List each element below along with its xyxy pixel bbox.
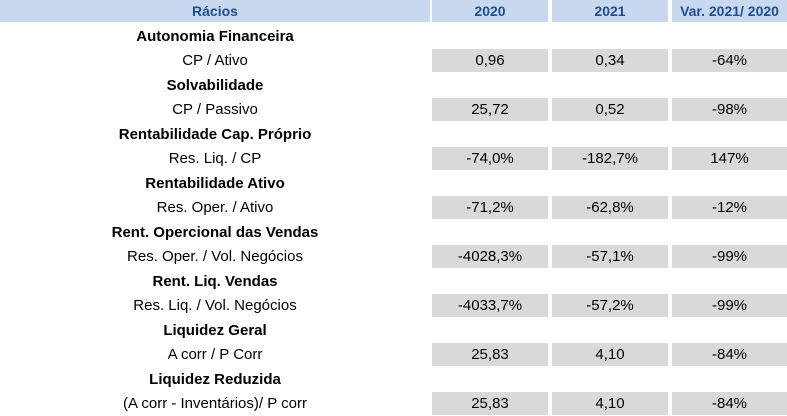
ratio-formula: CP / Ativo xyxy=(182,52,248,69)
ratio-formula: Res. Oper. / Ativo xyxy=(156,199,274,216)
value-variation: -64% xyxy=(672,48,787,72)
table-row: CP / Passivo 25,72 0,52 -98% xyxy=(0,97,787,122)
ratio-formula: CP / Passivo xyxy=(172,101,258,118)
value-2020: 25,83 xyxy=(432,342,548,366)
value-2020: -4028,3% xyxy=(432,244,548,268)
value-variation: -99% xyxy=(672,244,787,268)
table-row: Res. Liq. / CP -74,0% -182,7% 147% xyxy=(0,146,787,171)
value-2021: 0,52 xyxy=(552,97,668,121)
table-row: Res. Oper. / Vol. Negócios -4028,3% -57,1%… xyxy=(0,244,787,269)
section-title: Autonomia Financeira xyxy=(136,27,294,45)
value-variation: -98% xyxy=(672,97,787,121)
value-2021: -57,2% xyxy=(552,293,668,317)
ratio-formula: Res. Liq. / Vol. Negócios xyxy=(133,297,297,314)
section-row: Autonomia Financeira xyxy=(0,24,787,48)
header-ratios: Rácios xyxy=(0,0,430,22)
value-2020: 25,72 xyxy=(432,97,548,121)
value-2021: 0,34 xyxy=(552,48,668,72)
table-row: Res. Liq. / Vol. Negócios -4033,7% -57,2% -… xyxy=(0,293,787,318)
section-row: Liquidez Geral xyxy=(0,318,787,342)
section-title: Liquidez Reduzida xyxy=(149,370,281,388)
value-2021: -57,1% xyxy=(552,244,668,268)
value-2021: 4,10 xyxy=(552,342,668,366)
section-row: Rent. Liq. Vendas xyxy=(0,269,787,293)
value-variation: -84% xyxy=(672,342,787,366)
section-title: Rent. Opercional das Vendas xyxy=(111,223,319,241)
ratio-formula: (A corr - Inventários)/ P corr xyxy=(123,395,307,412)
table-row: Res. Oper. / Ativo -71,2% -62,8% -12% xyxy=(0,195,787,220)
value-2021: -182,7% xyxy=(552,146,668,170)
section-title: Rentabilidade Ativo xyxy=(145,174,285,192)
ratio-formula: Res. Oper. / Vol. Negócios xyxy=(127,248,303,265)
header-2021: 2021 xyxy=(552,0,668,22)
ratio-formula: Res. Liq. / CP xyxy=(168,150,262,167)
value-2020: 25,83 xyxy=(432,391,548,415)
table-row: (A corr - Inventários)/ P corr 25,83 4,10-… xyxy=(0,391,787,416)
section-row: Solvabilidade xyxy=(0,73,787,97)
value-2020: 0,96 xyxy=(432,48,548,72)
table-row: A corr / P Corr 25,83 4,10 -84% xyxy=(0,342,787,367)
ratio-formula: A corr / P Corr xyxy=(167,346,263,363)
section-row: Rentabilidade Cap. Próprio xyxy=(0,122,787,146)
section-row: Rent. Opercional das Vendas xyxy=(0,220,787,244)
value-2020: -71,2% xyxy=(432,195,548,219)
value-2020: -4033,7% xyxy=(432,293,548,317)
section-title: Solvabilidade xyxy=(166,76,264,94)
value-2020: -74,0% xyxy=(432,146,548,170)
section-row: Liquidez Reduzida xyxy=(0,367,787,391)
value-variation: -99% xyxy=(672,293,787,317)
section-title: Rent. Liq. Vendas xyxy=(152,272,278,290)
value-variation: 147% xyxy=(672,146,787,170)
value-2021: 4,10 xyxy=(552,391,668,415)
section-title: Rentabilidade Cap. Próprio xyxy=(118,125,312,143)
value-variation: -12% xyxy=(672,195,787,219)
section-title: Liquidez Geral xyxy=(163,321,267,339)
table-row: CP / Ativo 0,96 0,34 -64% xyxy=(0,48,787,73)
section-row: Rentabilidade Ativo xyxy=(0,171,787,195)
value-2021: -62,8% xyxy=(552,195,668,219)
header-variation: Var. 2021/ 2020 xyxy=(672,0,787,22)
value-variation: -84% xyxy=(672,391,787,415)
header-2020: 2020 xyxy=(432,0,548,22)
